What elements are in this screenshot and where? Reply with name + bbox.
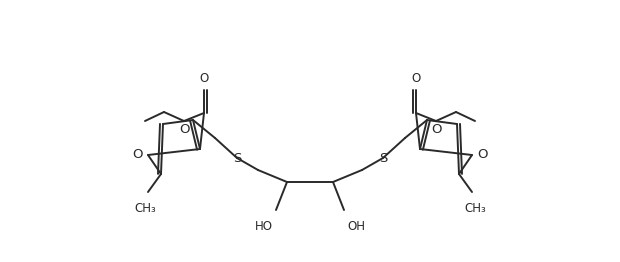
- Text: O: O: [200, 72, 208, 85]
- Text: CH₃: CH₃: [134, 202, 156, 215]
- Text: O: O: [133, 149, 143, 161]
- Text: O: O: [412, 72, 420, 85]
- Text: OH: OH: [347, 220, 365, 233]
- Text: HO: HO: [255, 220, 273, 233]
- Text: O: O: [431, 123, 441, 136]
- Text: O: O: [179, 123, 189, 136]
- Text: S: S: [233, 151, 241, 165]
- Text: CH₃: CH₃: [464, 202, 486, 215]
- Text: S: S: [379, 151, 387, 165]
- Text: O: O: [477, 149, 487, 161]
